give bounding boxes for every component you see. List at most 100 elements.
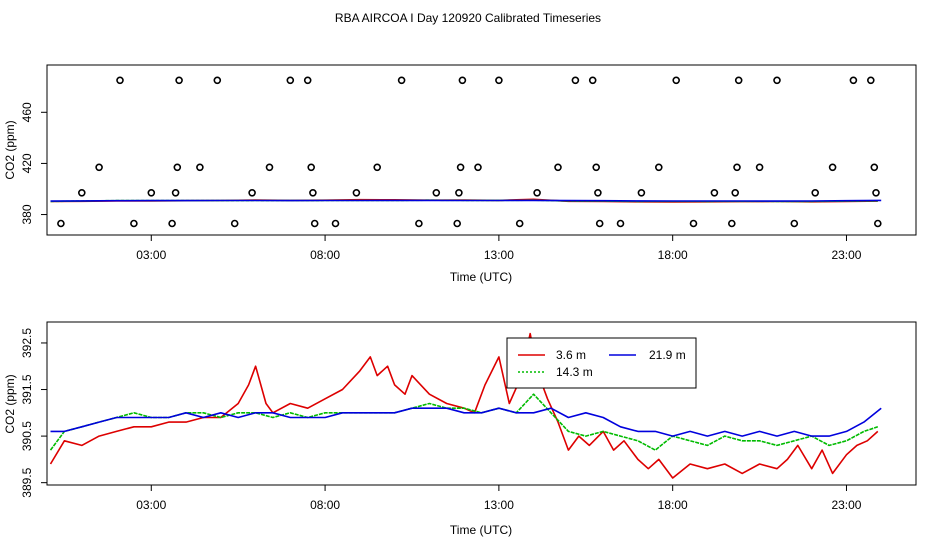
outlier-point	[171, 189, 180, 197]
outlier-point	[616, 219, 625, 228]
outlier-point	[286, 76, 295, 85]
bottom-series-lines	[49, 332, 882, 479]
top-x-tick-label: 23:00	[831, 248, 861, 262]
top-panel: 03:00 08:00 13:00 18:00 23:00 380 420 460 Time…	[3, 64, 917, 284]
top-x-tick-label: 18:00	[658, 248, 688, 262]
bottom-y-tick-label: 391.5	[20, 374, 34, 404]
top-x-tick-label: 08:00	[310, 248, 340, 262]
bottom-y-axis: 389.5 390.5 391.5 392.5	[20, 328, 47, 498]
outlier-point	[727, 219, 736, 228]
outlier-point	[456, 163, 465, 172]
outlier-point	[734, 76, 743, 85]
outlier-point	[213, 76, 222, 85]
top-x-tick-label: 03:00	[136, 248, 166, 262]
bottom-x-tick-label: 03:00	[136, 498, 166, 512]
outlier-point	[554, 163, 562, 172]
legend-label-21-9m: 21.9 m	[649, 348, 686, 362]
outlier-point	[175, 76, 183, 85]
outlier-point	[790, 219, 799, 228]
outlier-point	[495, 76, 503, 85]
outlier-point	[870, 163, 879, 172]
bottom-y-tick-label: 389.5	[20, 467, 34, 497]
chart-title: RBA AIRCOA I Day 120920 Calibrated Times…	[335, 11, 601, 25]
bottom-plot-frame	[46, 321, 917, 486]
outlier-point	[654, 163, 663, 172]
outlier-point	[147, 189, 156, 197]
outlier-point	[458, 76, 467, 85]
bottom-x-tick-label: 13:00	[484, 498, 514, 512]
outlier-point	[303, 76, 312, 85]
outlier-point	[432, 189, 441, 197]
top-y-tick-label: 460	[20, 102, 34, 122]
outlier-point	[230, 219, 239, 228]
outlier-point	[849, 76, 858, 85]
outlier-point	[733, 163, 741, 172]
top-x-tick-label: 13:00	[484, 248, 514, 262]
bottom-x-tick-label: 23:00	[831, 498, 861, 512]
outlier-point	[310, 219, 319, 228]
bottom-y-axis-label: CO2 (ppm)	[3, 374, 17, 433]
outlier-point	[415, 219, 423, 228]
outlier-point	[352, 189, 361, 197]
outlier-point	[453, 219, 462, 228]
legend-box	[506, 337, 697, 389]
top-series-lines	[50, 198, 882, 203]
outlier-point	[689, 219, 698, 228]
outlier-point	[130, 219, 138, 228]
outlier-point	[773, 76, 781, 85]
outlier-point	[533, 189, 541, 197]
outlier-point	[168, 219, 176, 228]
outlier-point	[710, 189, 719, 197]
top-y-tick-label: 380	[20, 204, 34, 224]
outlier-point	[811, 189, 820, 197]
outlier-point	[78, 189, 86, 197]
outlier-point	[474, 163, 482, 172]
top-plot-frame	[46, 64, 917, 236]
bottom-x-axis: 03:00 08:00 13:00 18:00 23:00	[136, 485, 862, 512]
bottom-x-tick-label: 18:00	[658, 498, 688, 512]
bottom-y-tick-label: 390.5	[20, 421, 34, 451]
outlier-point	[265, 163, 274, 172]
bottom-series-line-21-9m	[50, 407, 882, 437]
outlier-point	[57, 219, 65, 228]
legend-label-14-3m: 14.3 m	[556, 365, 593, 379]
bottom-y-tick-label: 392.5	[20, 328, 34, 358]
top-series-line-21-9m	[50, 199, 882, 202]
outlier-point	[755, 163, 764, 172]
outlier-point	[307, 163, 316, 172]
outlier-point	[95, 163, 103, 172]
top-x-axis: 03:00 08:00 13:00 18:00 23:00	[136, 235, 862, 262]
bottom-panel: 03:00 08:00 13:00 18:00 23:00 389.5 390.5 391.…	[3, 321, 917, 537]
outlier-point	[731, 189, 740, 197]
outlier-point	[588, 76, 597, 85]
outlier-point	[373, 163, 382, 172]
outlier-point	[455, 189, 463, 197]
outlier-point	[196, 163, 204, 172]
top-outlier-points	[57, 76, 882, 228]
outlier-point	[309, 189, 317, 197]
outlier-point	[872, 189, 880, 197]
outlier-point	[515, 219, 524, 228]
legend-label-3-6m: 3.6 m	[556, 348, 586, 362]
outlier-point	[866, 76, 875, 85]
outlier-point	[594, 189, 602, 197]
outlier-point	[637, 189, 646, 197]
legend: 3.6 m 14.3 m 21.9 m	[506, 337, 697, 389]
outlier-point	[828, 163, 837, 172]
outlier-point	[331, 219, 340, 228]
outlier-point	[571, 76, 580, 85]
outlier-point	[595, 219, 604, 228]
outlier-point	[116, 76, 124, 85]
outlier-point	[397, 76, 406, 85]
bottom-x-tick-label: 08:00	[310, 498, 340, 512]
top-y-axis-label: CO2 (ppm)	[3, 120, 17, 179]
outlier-point	[248, 189, 256, 197]
top-y-tick-label: 420	[20, 153, 34, 173]
top-x-axis-label: Time (UTC)	[450, 270, 512, 284]
top-y-axis: 380 420 460	[20, 102, 47, 225]
outlier-point	[672, 76, 681, 85]
bottom-x-axis-label: Time (UTC)	[450, 523, 512, 537]
outlier-point	[873, 219, 882, 228]
outlier-point	[592, 163, 601, 172]
